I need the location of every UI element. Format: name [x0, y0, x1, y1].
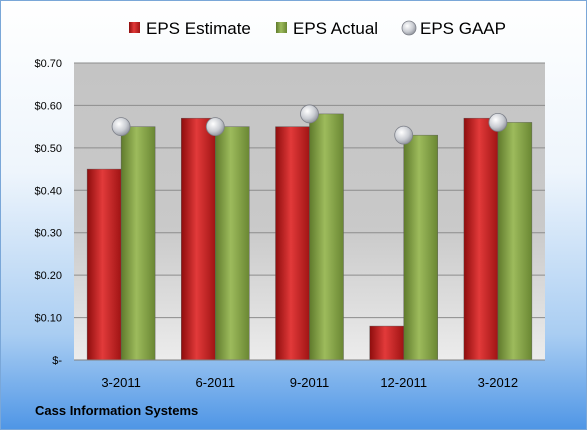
- legend-swatch-eps-actual: [276, 22, 287, 33]
- y-tick-label: $0.30: [34, 228, 62, 240]
- marker-eps-gaap: [205, 117, 225, 137]
- y-tick-label: $0.10: [34, 313, 62, 325]
- marker-eps-gaap: [488, 113, 508, 132]
- bar-eps-actual: [215, 126, 250, 361]
- legend-swatch-eps-estimate: [129, 22, 140, 33]
- x-category-label: 12-2011: [380, 375, 427, 390]
- bar-eps-estimate: [181, 117, 216, 361]
- x-category-label: 3-2012: [478, 375, 518, 390]
- legend-swatch-eps-gaap: [401, 20, 417, 36]
- bar-eps-estimate: [86, 168, 122, 361]
- legend-label-eps-actual: EPS Actual: [293, 19, 378, 38]
- bar-eps-actual: [120, 126, 156, 361]
- marker-eps-gaap: [111, 117, 131, 137]
- x-category-label: 3-2011: [101, 375, 141, 390]
- gaap-markers: [111, 104, 508, 145]
- bars: [86, 113, 533, 361]
- y-tick-label: $0.70: [34, 58, 62, 70]
- y-tick-label: $0.20: [34, 270, 62, 282]
- bar-eps-actual: [309, 113, 344, 361]
- bar-eps-estimate: [463, 117, 499, 361]
- legend: EPS Estimate EPS Actual EPS GAAP: [129, 19, 506, 38]
- bar-eps-estimate: [275, 126, 310, 361]
- bar-eps-actual: [497, 122, 533, 361]
- company-name: Cass Information Systems: [35, 403, 199, 418]
- bar-eps-actual: [403, 134, 438, 361]
- legend-label-eps-gaap: EPS GAAP: [420, 19, 506, 38]
- marker-eps-gaap: [394, 125, 414, 145]
- y-tick-label: $0.50: [34, 143, 62, 155]
- x-category-label: 6-2011: [196, 375, 236, 390]
- y-tick-label: $-: [52, 355, 62, 367]
- bar-eps-estimate: [369, 325, 404, 361]
- marker-eps-gaap: [300, 104, 319, 124]
- legend-label-eps-estimate: EPS Estimate: [146, 19, 251, 38]
- y-tick-label: $0.60: [34, 100, 62, 112]
- x-category-label: 9-2011: [290, 375, 330, 390]
- y-tick-label: $0.40: [34, 185, 62, 197]
- y-axis-ticks: $- $0.10 $0.20 $0.30 $0.40 $0.50 $0.60 $0.70: [34, 58, 62, 367]
- x-axis-categories: 3-2011 6-2011 9-2011 12-2011 3-2012: [101, 375, 518, 390]
